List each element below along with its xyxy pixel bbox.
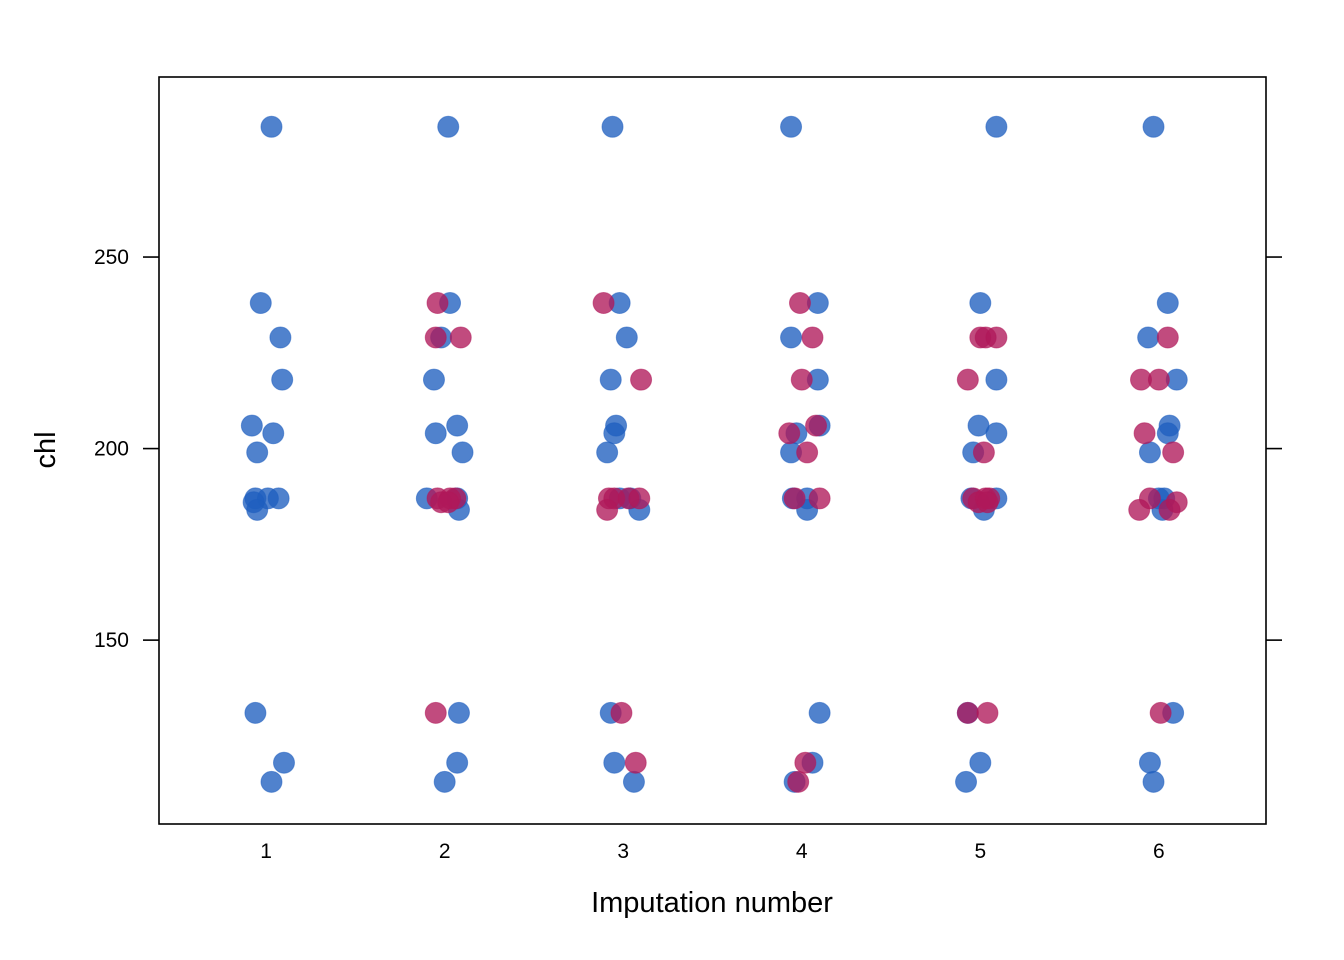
imputed-point-20 (790, 368, 813, 391)
observed-point-13 (272, 751, 295, 774)
observed-point-4 (240, 414, 263, 437)
plot-frame (158, 76, 1267, 825)
imputed-point-44 (1162, 441, 1185, 464)
imputed-point-7 (437, 491, 460, 514)
imputed-point-30 (985, 326, 1008, 349)
x-tick-label-6: 6 (1153, 840, 1165, 863)
observed-point-6 (246, 441, 269, 464)
observed-point-68 (1137, 326, 1160, 349)
observed-point-77 (1138, 751, 1161, 774)
observed-point-39 (603, 751, 626, 774)
imputed-point-47 (1128, 498, 1151, 521)
imputed-point-18 (788, 292, 811, 315)
imputed-point-26 (794, 751, 817, 774)
imputed-point-27 (787, 770, 810, 793)
imputed-point-32 (972, 441, 995, 464)
observed-point-33 (603, 422, 626, 445)
imputed-point-9 (592, 292, 615, 315)
imputed-point-43 (1133, 422, 1156, 445)
observed-point-27 (433, 770, 456, 793)
imputed-point-37 (976, 491, 999, 514)
observed-point-67 (1156, 292, 1179, 315)
imputed-point-39 (976, 701, 999, 724)
observed-point-66 (1142, 115, 1165, 138)
observed-point-0 (260, 115, 283, 138)
observed-point-64 (969, 751, 992, 774)
observed-point-28 (601, 115, 624, 138)
observed-point-3 (271, 368, 294, 391)
observed-point-78 (1142, 770, 1165, 793)
imputed-point-8 (424, 701, 447, 724)
observed-point-1 (249, 292, 272, 315)
imputed-point-21 (805, 414, 828, 437)
observed-point-34 (596, 441, 619, 464)
imputed-point-19 (801, 326, 824, 349)
imputed-point-16 (610, 701, 633, 724)
observed-point-25 (447, 701, 470, 724)
x-axis: 1 2 3 4 5 6 (260, 840, 1164, 863)
imputed-point-23 (796, 441, 819, 464)
observed-point-65 (955, 770, 978, 793)
observed-point-55 (969, 292, 992, 315)
imputed-point-31 (956, 368, 979, 391)
observed-point-58 (985, 422, 1008, 445)
x-axis-title: Imputation number (591, 887, 833, 919)
y-tick-label-150: 150 (94, 629, 129, 652)
x-tick-label-5: 5 (974, 840, 986, 863)
observed-point-11 (246, 498, 269, 521)
observed-point-71 (1156, 422, 1179, 445)
imputed-point-22 (778, 422, 801, 445)
observed-point-2 (269, 326, 292, 349)
x-tick-label-4: 4 (796, 840, 808, 863)
observed-point-12 (244, 701, 267, 724)
y-tick-label-250: 250 (94, 246, 129, 269)
imputed-point-42 (1156, 326, 1179, 349)
observed-point-5 (262, 422, 285, 445)
observed-point-30 (615, 326, 638, 349)
observed-point-41 (780, 115, 803, 138)
imputed-point-14 (628, 487, 651, 510)
imputed-point-25 (808, 487, 831, 510)
observed-point-56 (985, 368, 1008, 391)
observed-point-14 (260, 770, 283, 793)
imputed-point-49 (1149, 701, 1172, 724)
observed-point-20 (424, 422, 447, 445)
observed-point-19 (446, 414, 469, 437)
observed-point-31 (599, 368, 622, 391)
y-tick-label-200: 200 (94, 438, 129, 461)
observed-point-72 (1138, 441, 1161, 464)
observed-point-9 (267, 487, 290, 510)
observed-point-21 (451, 441, 474, 464)
observed-point-26 (446, 751, 469, 774)
imputed-point-15 (596, 498, 619, 521)
imputed-point-41 (1147, 368, 1170, 391)
observed-point-18 (422, 368, 445, 391)
imputed-point-2 (449, 326, 472, 349)
observed-point-43 (780, 326, 803, 349)
imputed-point-38 (956, 701, 979, 724)
x-tick-label-2: 2 (439, 840, 451, 863)
data-points (240, 115, 1188, 793)
observed-point-54 (985, 115, 1008, 138)
imputed-point-10 (630, 368, 653, 391)
observed-point-51 (808, 701, 831, 724)
imputed-point-17 (624, 751, 647, 774)
x-tick-label-3: 3 (617, 840, 629, 863)
y-axis: 150 200 250 (94, 246, 1282, 652)
imputed-point-0 (426, 292, 449, 315)
observed-point-15 (437, 115, 460, 138)
y-axis-title: chl (30, 431, 62, 468)
x-tick-label-1: 1 (260, 840, 272, 863)
imputed-point-24 (783, 487, 806, 510)
imputed-point-48 (1158, 498, 1181, 521)
observed-point-40 (622, 770, 645, 793)
imputed-point-1 (424, 326, 447, 349)
